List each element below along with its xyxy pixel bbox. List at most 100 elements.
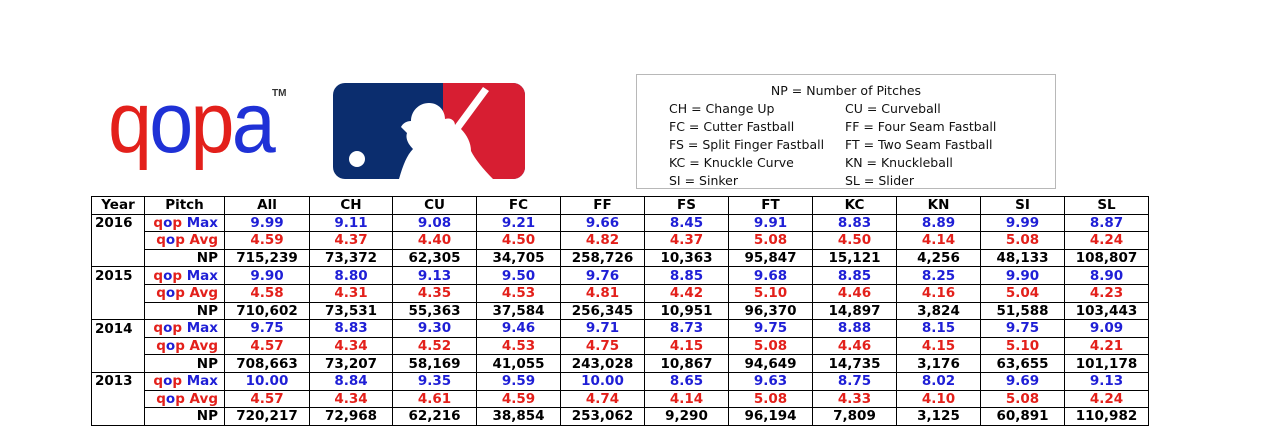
value-cell: 9.75 <box>980 319 1065 338</box>
qopa-logo-o: o <box>149 75 193 171</box>
value-cell: 7,809 <box>812 407 897 426</box>
metric-label: qop Avg <box>144 336 225 356</box>
value-cell: 4.24 <box>1064 389 1149 409</box>
value-cell: 4.58 <box>224 283 310 303</box>
table-header-row: Year Pitch All CH CU FC FF FS FT KC KN S… <box>91 196 1149 215</box>
value-cell: 4.14 <box>896 231 981 250</box>
value-cell: 9.99 <box>980 213 1065 233</box>
value-cell: 9.21 <box>476 213 561 233</box>
value-cell: 9.08 <box>392 213 477 233</box>
value-cell: 9.69 <box>980 371 1065 391</box>
value-cell: 8.90 <box>1064 266 1149 285</box>
year-cell-empty <box>91 337 145 355</box>
year-cell: 2015 <box>91 266 145 285</box>
year-cell-empty <box>91 302 145 321</box>
legend-item: FC = Cutter Fastball <box>669 119 795 134</box>
value-cell: 4.34 <box>309 336 393 356</box>
value-cell: 51,588 <box>980 301 1065 321</box>
value-cell: 72,968 <box>309 407 393 426</box>
legend-item: SI = Sinker <box>669 173 738 188</box>
value-cell: 4.61 <box>392 389 477 409</box>
value-cell: 8.83 <box>309 319 393 338</box>
value-cell: 4.24 <box>1064 231 1149 250</box>
table-row: 2015 qop Max 9.90 8.80 9.13 9.50 9.76 8.85 9.68 8… <box>91 266 1149 285</box>
table-row: NP 710,602 73,531 55,363 37,584 256,345 10,951… <box>91 301 1149 321</box>
qop-brand-letter: q <box>153 320 164 337</box>
value-cell: 63,655 <box>980 354 1065 373</box>
value-cell: 3,176 <box>896 354 981 373</box>
value-cell: 3,824 <box>896 301 981 321</box>
value-cell: 96,194 <box>728 407 813 426</box>
metric-label: qop Max <box>144 266 225 285</box>
qop-brand-letter: p <box>175 285 185 302</box>
year-cell: 2014 <box>91 319 145 338</box>
table-row: NP 715,239 73,372 62,305 34,705 258,726 10,363… <box>91 248 1149 268</box>
value-cell: 4.37 <box>644 231 729 250</box>
value-cell: 256,345 <box>560 301 645 321</box>
value-cell: 4.82 <box>560 231 645 250</box>
value-cell: 9.66 <box>560 213 645 233</box>
column-header: All <box>224 196 310 215</box>
value-cell: 8.85 <box>812 266 897 285</box>
value-cell: 9.68 <box>728 266 813 285</box>
table-row: 2016 qop Max 9.99 9.11 9.08 9.21 9.66 8.45 9.91 8… <box>91 213 1149 233</box>
value-cell: 9.59 <box>476 371 561 391</box>
value-cell: 15,121 <box>812 248 897 268</box>
qop-brand-letter: o <box>163 373 173 390</box>
qop-brand-letter: o <box>165 285 176 302</box>
qop-brand-label: qop <box>156 285 185 301</box>
value-cell: 9.13 <box>1064 371 1149 391</box>
column-header: SL <box>1064 196 1149 215</box>
value-cell: 9,290 <box>644 407 729 426</box>
value-cell: 9.90 <box>224 266 310 285</box>
value-cell: 4.74 <box>560 389 645 409</box>
value-cell: 4.10 <box>896 389 981 409</box>
value-cell: 58,169 <box>392 354 477 373</box>
value-cell: 38,854 <box>476 407 561 426</box>
column-header: KN <box>896 196 981 215</box>
value-cell: 9.09 <box>1064 319 1149 338</box>
value-cell: 8.84 <box>309 371 393 391</box>
value-cell: 4.42 <box>644 283 729 303</box>
value-cell: 4.15 <box>644 336 729 356</box>
qop-brand-letter: p <box>172 373 183 390</box>
metric-label: NP <box>144 248 225 268</box>
qop-brand-label: qop <box>156 338 185 354</box>
value-cell: 10,867 <box>644 354 729 373</box>
qop-brand-letter: o <box>165 232 176 249</box>
table-row: qop Avg 4.57 4.34 4.61 4.59 4.74 4.14 5.08 4.33 4… <box>91 389 1149 409</box>
qop-brand-letter: q <box>156 285 166 302</box>
value-cell: 48,133 <box>980 248 1065 268</box>
value-cell: 62,305 <box>392 248 477 268</box>
value-cell: 14,897 <box>812 301 897 321</box>
value-cell: 8.87 <box>1064 213 1149 233</box>
metric-suffix: Avg <box>184 390 218 407</box>
mlb-logo-ball <box>349 151 365 167</box>
value-cell: 4.57 <box>224 389 310 409</box>
value-cell: 4.14 <box>644 389 729 409</box>
value-cell: 73,531 <box>309 301 393 321</box>
value-cell: 5.10 <box>728 283 813 303</box>
value-cell: 5.08 <box>728 389 813 409</box>
metric-suffix: Max <box>182 320 218 337</box>
mlb-logo <box>333 83 525 179</box>
value-cell: 8.83 <box>812 213 897 233</box>
value-cell: 4.16 <box>896 283 981 303</box>
value-cell: 8.65 <box>644 371 729 391</box>
value-cell: 9.35 <box>392 371 477 391</box>
value-cell: 62,216 <box>392 407 477 426</box>
legend-item: FF = Four Seam Fastball <box>845 119 997 134</box>
value-cell: 9.75 <box>728 319 813 338</box>
value-cell: 4.53 <box>476 336 561 356</box>
value-cell: 4.34 <box>309 389 393 409</box>
table-row: qop Avg 4.57 4.34 4.52 4.53 4.75 4.15 5.08 4.46 4… <box>91 336 1149 356</box>
year-cell-empty <box>91 231 145 250</box>
qop-brand-letter: q <box>153 214 164 231</box>
value-cell: 4.52 <box>392 336 477 356</box>
value-cell: 10.00 <box>224 371 310 391</box>
column-header: FF <box>560 196 645 215</box>
value-cell: 5.08 <box>980 231 1065 250</box>
value-cell: 4.50 <box>476 231 561 250</box>
value-cell: 4.31 <box>309 283 393 303</box>
column-header: SI <box>980 196 1065 215</box>
